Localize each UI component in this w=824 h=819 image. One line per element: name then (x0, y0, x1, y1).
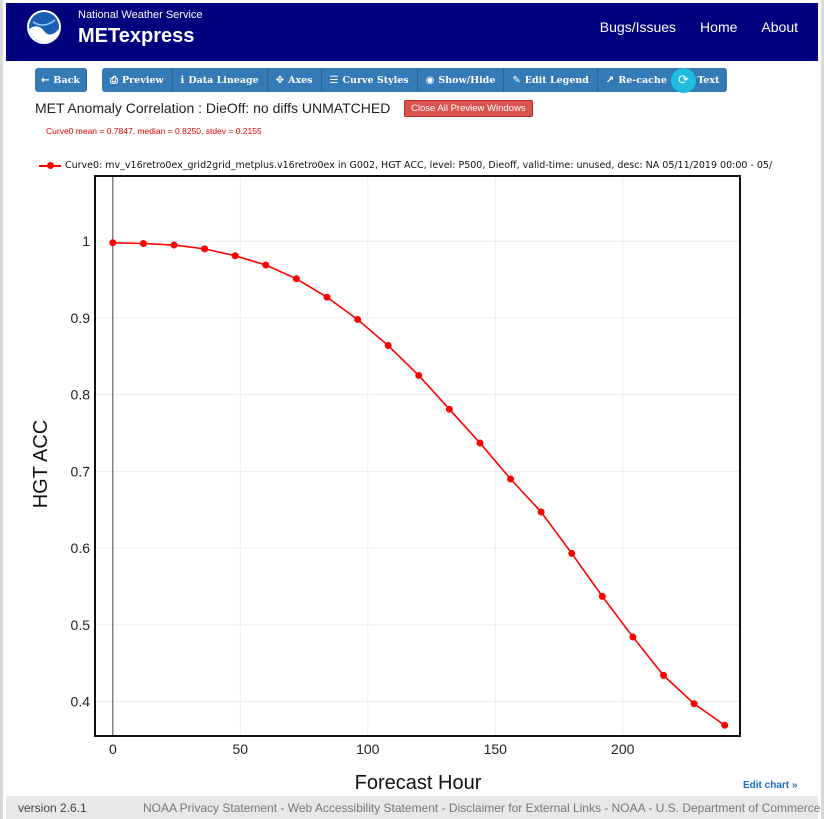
curve-styles-button[interactable]: ☰ Curve Styles (321, 68, 418, 92)
data-point[interactable] (598, 592, 606, 600)
re-cache-label: Re-cache (618, 74, 667, 86)
noaa-logo[interactable] (26, 9, 62, 45)
plot-frame (94, 175, 741, 737)
edit-legend-button[interactable]: ✎ Edit Legend (504, 68, 598, 92)
footer-link-noaa[interactable]: NOAA (611, 800, 645, 815)
footer-separator: - (277, 800, 288, 815)
data-point[interactable] (170, 241, 178, 249)
data-point[interactable] (139, 240, 147, 248)
curve-styles-label: Curve Styles (342, 74, 409, 86)
axes-button[interactable]: ✥ Axes (267, 68, 322, 92)
y-tick-label: 0.7 (71, 463, 91, 479)
data-point[interactable] (231, 252, 239, 260)
preview-button[interactable]: ⎙ Preview (102, 68, 173, 92)
refresh-icon: ⟳ (678, 73, 689, 88)
curve-stats: Curve0 mean = 0.7847, median = 0.8250, s… (46, 126, 262, 136)
show-hide-label: Show/Hide (438, 74, 496, 86)
series-layer (109, 239, 729, 729)
refresh-button[interactable]: ⟳ (671, 68, 696, 93)
data-lineage-button[interactable]: ℹ Data Lineage (172, 68, 268, 92)
data-point[interactable] (109, 239, 117, 247)
footer-separator: - (600, 800, 612, 815)
footer-separator: - (438, 800, 449, 815)
data-point[interactable] (507, 475, 515, 483)
show-hide-button[interactable]: ◉ Show/Hide (417, 68, 505, 92)
arrow-left-icon: ← (41, 74, 50, 86)
nav-links: Bugs/Issues Home About (600, 19, 798, 35)
footer-link-disclaimer[interactable]: Disclaimer for External Links (448, 800, 601, 815)
y-tick-label: 0.5 (71, 617, 91, 633)
app-brand[interactable]: METexpress (78, 25, 195, 47)
data-point[interactable] (568, 549, 576, 557)
y-tick-label: 1 (82, 233, 90, 249)
pencil-icon: ✎ (512, 74, 521, 86)
data-point[interactable] (476, 439, 484, 447)
org-name: National Weather Service (78, 9, 203, 21)
footer-links: NOAA Privacy Statement - Web Accessibili… (143, 801, 820, 815)
axes-label: Axes (288, 74, 313, 86)
y-tick-label: 0.9 (71, 310, 91, 326)
data-point[interactable] (537, 508, 545, 516)
footer-link-accessibility[interactable]: Web Accessibility Statement (287, 800, 439, 815)
grid-lines (95, 176, 740, 736)
edit-chart-link[interactable]: Edit chart » (743, 780, 798, 791)
data-point[interactable] (690, 700, 698, 708)
y-tick-label: 0.6 (71, 540, 91, 556)
data-point[interactable] (721, 721, 729, 729)
x-axis-ticks: 0 50 100 150 200 (109, 741, 635, 757)
x-tick-label: 150 (484, 741, 508, 757)
data-point[interactable] (660, 671, 668, 679)
data-point[interactable] (201, 245, 209, 253)
plot-title: MET Anomaly Correlation : DieOff: no dif… (35, 100, 391, 116)
data-point[interactable] (354, 315, 362, 323)
dieoff-chart[interactable]: 0.4 0.5 0.6 0.7 0.8 0.9 1 0 50 100 150 200 HGT ACC (3, 0, 824, 819)
data-point[interactable] (415, 371, 423, 379)
x-tick-label: 200 (611, 741, 635, 757)
series-line (112, 241, 726, 726)
re-cache-button[interactable]: ↗ Re-cache (597, 68, 676, 92)
back-toolbar: ← Back (35, 68, 87, 92)
close-all-preview-windows-button[interactable]: Close All Preview Windows (404, 100, 533, 117)
y-tick-label: 0.4 (71, 693, 91, 709)
data-point[interactable] (445, 405, 453, 413)
info-icon: ℹ (180, 74, 185, 86)
top-navbar: National Weather Service METexpress Bugs… (6, 3, 818, 61)
nav-home[interactable]: Home (700, 19, 738, 35)
legend-swatch (39, 161, 61, 171)
footer-separator: - (645, 800, 656, 815)
chart-legend[interactable]: Curve0: mv_v16retro0ex_grid2grid_metplus… (39, 160, 801, 171)
y-tick-label: 0.8 (71, 387, 91, 403)
nav-about[interactable]: About (761, 19, 798, 35)
footer-link-commerce[interactable]: U.S. Department of Commerce (655, 800, 821, 815)
footer: version 2.6.1 NOAA Privacy Statement - W… (6, 796, 820, 819)
text-label: Text (697, 74, 720, 86)
data-point[interactable] (292, 275, 300, 283)
preview-label: Preview (122, 74, 164, 86)
x-axis-label: Forecast Hour (354, 772, 482, 794)
menu-icon: ☰ (329, 74, 339, 86)
plot-toolbar: ⎙ Preview ℹ Data Lineage ✥ Axes ☰ Curve … (102, 68, 728, 92)
data-lineage-label: Data Lineage (188, 74, 259, 86)
data-point[interactable] (629, 633, 637, 641)
edit-legend-label: Edit Legend (524, 74, 589, 86)
move-icon: ✥ (275, 74, 285, 86)
print-icon: ⎙ (110, 74, 118, 86)
legend-entry: Curve0: mv_v16retro0ex_grid2grid_metplus… (65, 160, 773, 171)
footer-link-privacy[interactable]: NOAA Privacy Statement (143, 800, 278, 815)
version-text: version 2.6.1 (18, 800, 87, 815)
y-axis-ticks: 0.4 0.5 0.6 0.7 0.8 0.9 1 (71, 233, 91, 709)
y-axis-label: HGT ACC (30, 420, 52, 509)
x-tick-label: 0 (109, 741, 117, 757)
nav-bugs-issues[interactable]: Bugs/Issues (599, 19, 677, 35)
data-point[interactable] (262, 261, 270, 269)
x-tick-label: 50 (233, 741, 249, 757)
x-tick-label: 100 (356, 741, 380, 757)
data-point[interactable] (384, 342, 392, 350)
chart-icon: ↗ (605, 74, 615, 86)
data-point[interactable] (323, 293, 331, 301)
back-button[interactable]: ← Back (35, 68, 87, 92)
eye-icon: ◉ (425, 74, 435, 86)
back-label: Back (53, 74, 80, 86)
